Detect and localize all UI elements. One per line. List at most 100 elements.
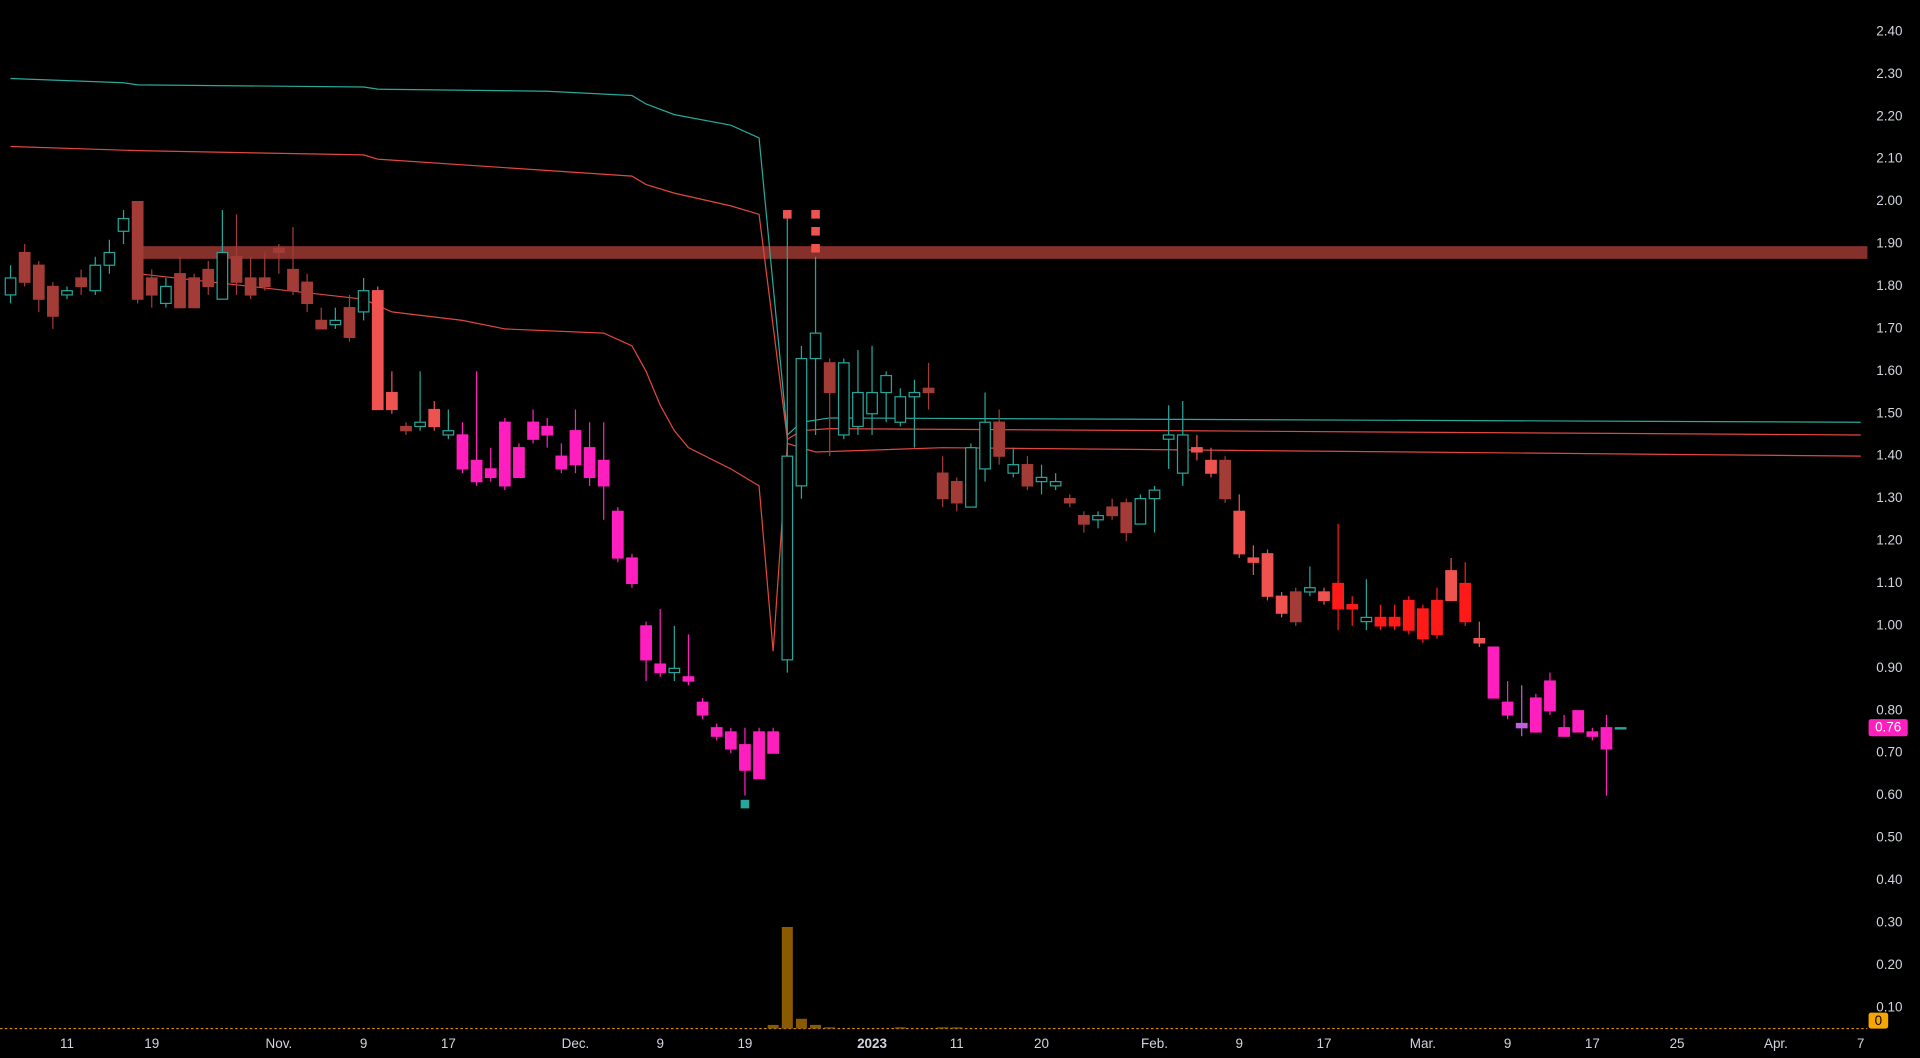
candle-body — [371, 290, 384, 411]
candle-body — [1021, 464, 1034, 487]
candle-body — [1233, 510, 1246, 555]
candle-body — [852, 391, 864, 428]
x-tick-label: 25 — [1670, 1036, 1685, 1051]
candle-body — [1544, 680, 1556, 712]
candle-body — [343, 307, 356, 338]
candle-body — [1275, 595, 1288, 614]
last-volume-badge — [1868, 1012, 1889, 1029]
signal-marker — [811, 226, 820, 236]
candle-body — [1515, 722, 1528, 729]
candle-body — [1219, 459, 1232, 500]
y-tick-label: 0.20 — [1876, 957, 1902, 972]
candle-body — [32, 264, 45, 300]
candle-body — [640, 625, 652, 661]
last-price-badge — [1868, 719, 1908, 737]
candle-body — [1063, 497, 1076, 504]
x-tick-label: Feb. — [1141, 1036, 1168, 1051]
candle-body — [1078, 514, 1090, 525]
candle-body — [894, 396, 907, 423]
y-tick-label: 1.40 — [1876, 448, 1902, 463]
candle-body — [1529, 697, 1542, 733]
candle-body — [880, 374, 893, 394]
candle-body — [145, 277, 158, 296]
candle-body — [258, 277, 271, 288]
candle-body — [1614, 727, 1627, 730]
x-tick-label: 17 — [1585, 1036, 1600, 1051]
x-tick-label: 11 — [60, 1036, 74, 1051]
candle-body — [908, 391, 921, 398]
candle-body — [1388, 616, 1401, 627]
candle-body — [611, 510, 624, 559]
x-tick-label: 9 — [360, 1036, 367, 1051]
candle-body — [4, 277, 17, 296]
candle-body — [160, 285, 172, 305]
volume-bar — [810, 1024, 822, 1029]
candle-body — [654, 663, 667, 674]
signal-marker — [740, 799, 750, 809]
candle-body — [866, 391, 878, 415]
y-tick-label: 0.30 — [1876, 914, 1902, 929]
candle-body — [287, 268, 299, 292]
candle-body — [1148, 489, 1161, 500]
y-tick-label: 0.80 — [1876, 702, 1902, 717]
candle-body — [781, 455, 794, 661]
volume-bar — [824, 1027, 836, 1029]
y-tick-label: 0.90 — [1876, 660, 1902, 675]
candle-body — [1134, 497, 1147, 525]
candle-body — [1247, 557, 1260, 563]
signal-marker — [811, 210, 820, 219]
candle-body — [1049, 481, 1062, 487]
candle-body — [724, 731, 737, 750]
candle-body — [1106, 506, 1119, 517]
candle-body — [1162, 434, 1175, 440]
y-tick-label: 0.10 — [1876, 999, 1902, 1014]
candle-body — [555, 455, 568, 470]
candle-body — [131, 200, 144, 300]
x-tick-label: 19 — [144, 1036, 159, 1051]
y-tick-label: 2.30 — [1876, 66, 1902, 81]
candle-body — [456, 434, 469, 470]
x-tick-label: Mar. — [1410, 1036, 1436, 1051]
x-tick-label: 2023 — [857, 1036, 887, 1051]
y-tick-label: 1.30 — [1876, 490, 1902, 505]
y-tick-label: 1.60 — [1876, 363, 1902, 378]
x-tick-label: 7 — [1857, 1036, 1864, 1051]
x-tick-label: 20 — [1034, 1036, 1049, 1051]
candle-body — [1473, 638, 1486, 644]
y-tick-label: 2.10 — [1876, 151, 1902, 166]
candle-body — [1289, 591, 1302, 623]
candle-body — [668, 667, 681, 674]
candle-body — [230, 256, 243, 283]
candle-body — [823, 362, 836, 394]
candle-body — [188, 277, 201, 309]
candle-body — [1346, 604, 1359, 610]
candle-body — [696, 701, 709, 716]
candle-body — [89, 264, 102, 292]
x-tick-label: 9 — [656, 1036, 663, 1051]
candle-body — [301, 281, 313, 305]
x-tick-label: 11 — [950, 1036, 964, 1051]
candle-body — [739, 744, 751, 771]
candle-body — [385, 391, 398, 411]
candle-body — [117, 217, 130, 232]
candle-body — [1374, 616, 1387, 627]
candle-body — [329, 319, 342, 326]
candle-body — [1572, 710, 1585, 733]
y-tick-label: 2.40 — [1876, 23, 1902, 38]
candle-body — [1205, 459, 1217, 474]
candle-body — [1092, 514, 1104, 521]
candle-body — [1416, 608, 1429, 640]
candle-body — [965, 447, 977, 508]
candle-body — [795, 357, 808, 487]
y-tick-label: 1.90 — [1876, 236, 1902, 251]
candle-body — [1459, 582, 1472, 623]
candle-body — [1487, 646, 1500, 699]
candle-body — [922, 387, 935, 394]
candle-body — [202, 268, 215, 288]
y-tick-label: 1.00 — [1876, 617, 1902, 632]
candle-body — [541, 425, 554, 436]
x-tick-label: 17 — [441, 1036, 456, 1051]
y-tick-label: 2.20 — [1876, 108, 1902, 123]
